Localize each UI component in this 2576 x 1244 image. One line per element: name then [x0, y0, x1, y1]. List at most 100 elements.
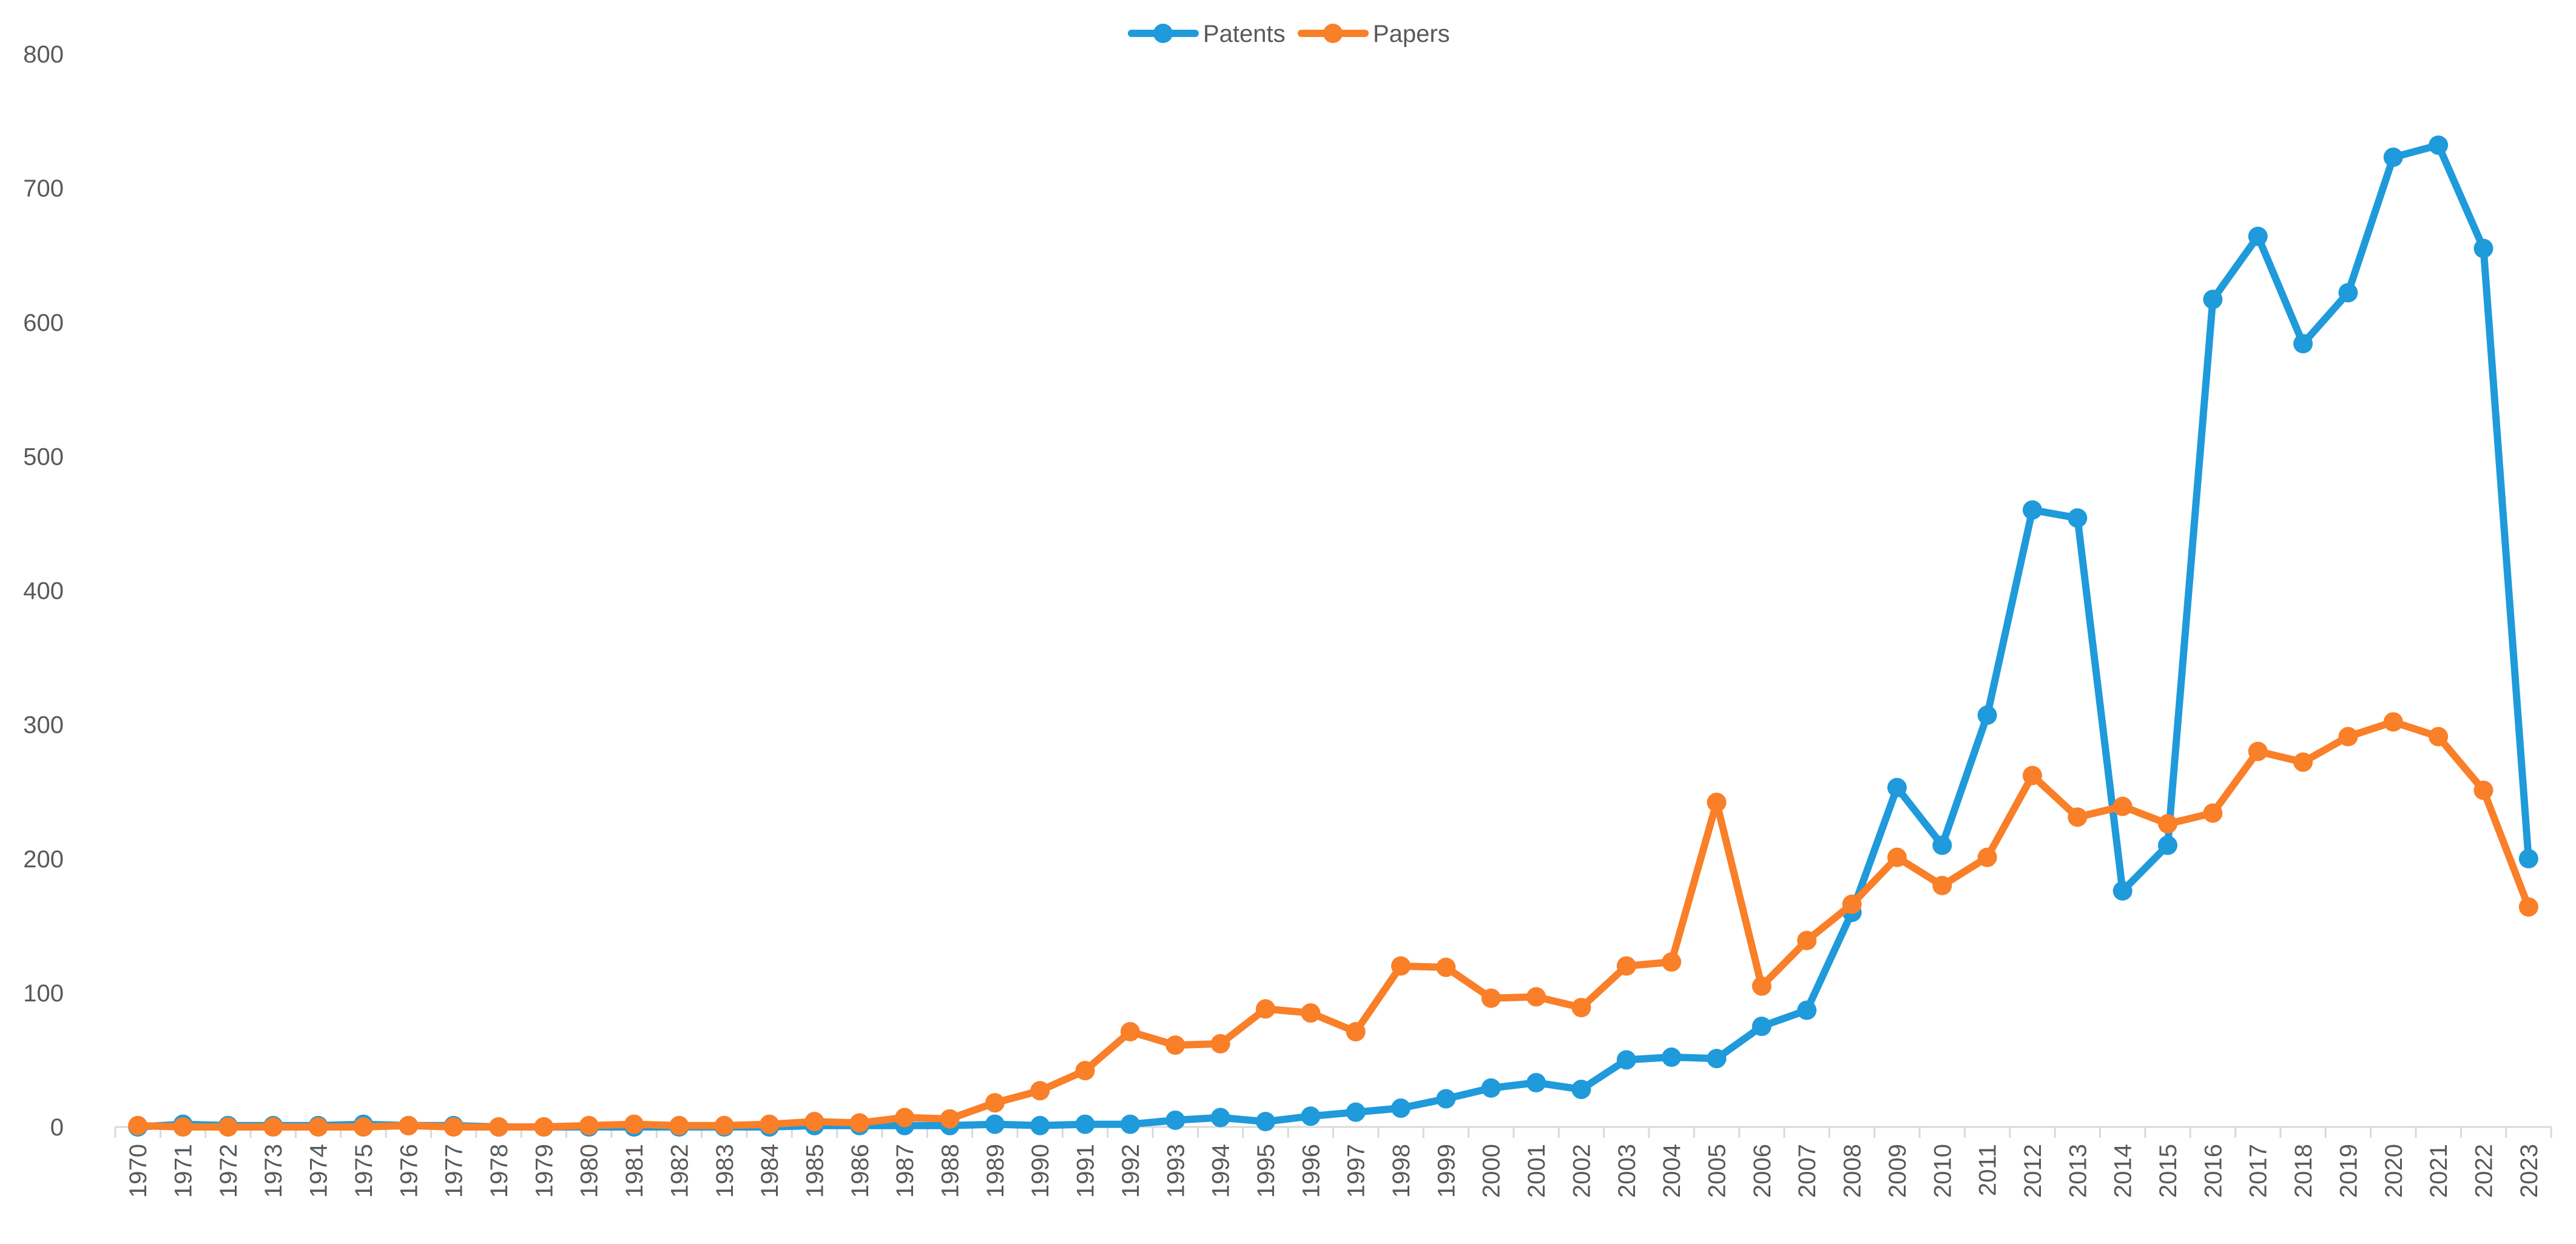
x-tick-label: 2017 — [2245, 1144, 2272, 1198]
papers-point — [985, 1093, 1005, 1113]
papers-point — [1662, 952, 1682, 972]
chart-legend: Patents Papers — [1128, 21, 1450, 47]
papers-point — [1436, 957, 1456, 977]
x-tick-label: 1989 — [982, 1144, 1009, 1198]
patents-point — [2518, 849, 2538, 869]
x-tick-label: 1997 — [1343, 1144, 1370, 1198]
patents-point — [1481, 1078, 1501, 1098]
patents-point — [2248, 226, 2268, 246]
x-tick-label: 2015 — [2155, 1144, 2182, 1198]
x-tick-label: 1990 — [1027, 1144, 1054, 1198]
papers-point — [1210, 1034, 1230, 1054]
papers-point — [1075, 1061, 1095, 1081]
patents-point — [1210, 1108, 1230, 1128]
papers-point — [2429, 727, 2449, 747]
patents-series — [128, 135, 2538, 1137]
x-tick-label: 2014 — [2110, 1144, 2137, 1198]
patents-point — [2293, 334, 2313, 354]
patents-line — [134, 141, 2532, 1131]
papers-point — [443, 1117, 464, 1137]
legend-label-patents: Patents — [1203, 21, 1286, 47]
x-axis: 1970 1971 1972 1973 1974 1975 1976 1977 1978 1979… — [114, 1126, 2552, 1198]
papers-point — [1301, 1003, 1321, 1023]
x-tick-label: 1995 — [1253, 1144, 1280, 1198]
papers-point — [1842, 894, 1862, 914]
x-tick-label: 1971 — [170, 1144, 197, 1198]
papers-point — [2158, 814, 2178, 834]
x-tick-label: 1974 — [306, 1144, 332, 1198]
patents-point — [2429, 135, 2449, 155]
x-tick-label: 1993 — [1162, 1144, 1189, 1198]
x-tick-label: 1986 — [847, 1144, 874, 1198]
papers-point — [534, 1117, 554, 1137]
patents-point — [1662, 1047, 1682, 1067]
papers-point — [1616, 956, 1636, 976]
x-tick-label: 2006 — [1749, 1144, 1776, 1198]
papers-point — [1887, 847, 1907, 867]
legend-label-papers: Papers — [1373, 21, 1450, 47]
patents-point — [1255, 1112, 1275, 1132]
x-tick-label: 1978 — [486, 1144, 513, 1198]
papers-point — [849, 1113, 869, 1133]
legend-marker-patents — [1153, 24, 1173, 43]
x-tick-label: 1980 — [576, 1144, 603, 1198]
legend-item-patents: Patents — [1128, 21, 1286, 47]
y-tick-label: 700 — [23, 175, 64, 202]
x-tick-label: 1975 — [351, 1144, 377, 1198]
x-tick-label: 1976 — [396, 1144, 422, 1198]
x-tick-label: 2011 — [1975, 1144, 2001, 1196]
y-tick-label: 600 — [23, 309, 64, 336]
x-tick-label: 1998 — [1388, 1144, 1415, 1198]
papers-point — [218, 1117, 238, 1137]
patents-point — [1752, 1017, 1772, 1037]
x-tick-label: 2004 — [1659, 1144, 1685, 1198]
papers-point — [669, 1115, 689, 1135]
papers-point — [1571, 998, 1591, 1018]
patents-point — [985, 1114, 1005, 1134]
x-tick-label: 1994 — [1208, 1144, 1235, 1198]
x-tick-label: 1987 — [892, 1144, 919, 1198]
patents-point — [1120, 1114, 1140, 1134]
papers-point — [2338, 727, 2358, 747]
papers-point — [579, 1115, 599, 1135]
papers-point — [263, 1117, 283, 1137]
papers-point — [895, 1108, 915, 1128]
x-tick-label: 2005 — [1704, 1144, 1730, 1198]
papers-point — [2518, 897, 2538, 917]
papers-point — [760, 1114, 780, 1134]
patents-point — [1030, 1115, 1050, 1135]
x-tick-label: 1981 — [621, 1144, 648, 1198]
papers-point — [624, 1114, 644, 1134]
papers-point — [1120, 1022, 1140, 1042]
patents-point — [1932, 835, 1952, 855]
patents-point — [2068, 508, 2088, 528]
patents-point — [2112, 881, 2133, 901]
papers-point — [2022, 765, 2042, 785]
legend-item-papers: Papers — [1298, 21, 1450, 47]
x-tick-label: 2000 — [1479, 1144, 1505, 1198]
patents-point — [1436, 1089, 1456, 1109]
patents-point — [1707, 1049, 1727, 1069]
patents-point — [1301, 1106, 1321, 1126]
x-tick-label: 1972 — [215, 1144, 242, 1198]
patents-point — [2383, 147, 2403, 167]
x-tick-label: 1984 — [757, 1144, 783, 1198]
papers-series — [128, 712, 2538, 1137]
x-tick-label: 1985 — [801, 1144, 828, 1198]
x-tick-label: 1970 — [125, 1144, 152, 1198]
papers-point — [1752, 976, 1772, 996]
x-tick-label: 2021 — [2426, 1144, 2452, 1198]
papers-point — [1346, 1022, 1366, 1042]
x-tick-label: 1992 — [1118, 1144, 1144, 1198]
papers-point — [1481, 988, 1501, 1008]
y-axis: 0 100 200 300 400 500 600 700 800 — [23, 41, 64, 1141]
y-tick-label: 400 — [23, 578, 64, 605]
patents-point — [1797, 1000, 1817, 1020]
papers-point — [2248, 741, 2268, 761]
papers-point — [399, 1115, 419, 1135]
papers-point — [488, 1117, 508, 1137]
patents-point — [1165, 1110, 1185, 1130]
patents-point — [1887, 778, 1907, 798]
papers-point — [2112, 796, 2133, 816]
